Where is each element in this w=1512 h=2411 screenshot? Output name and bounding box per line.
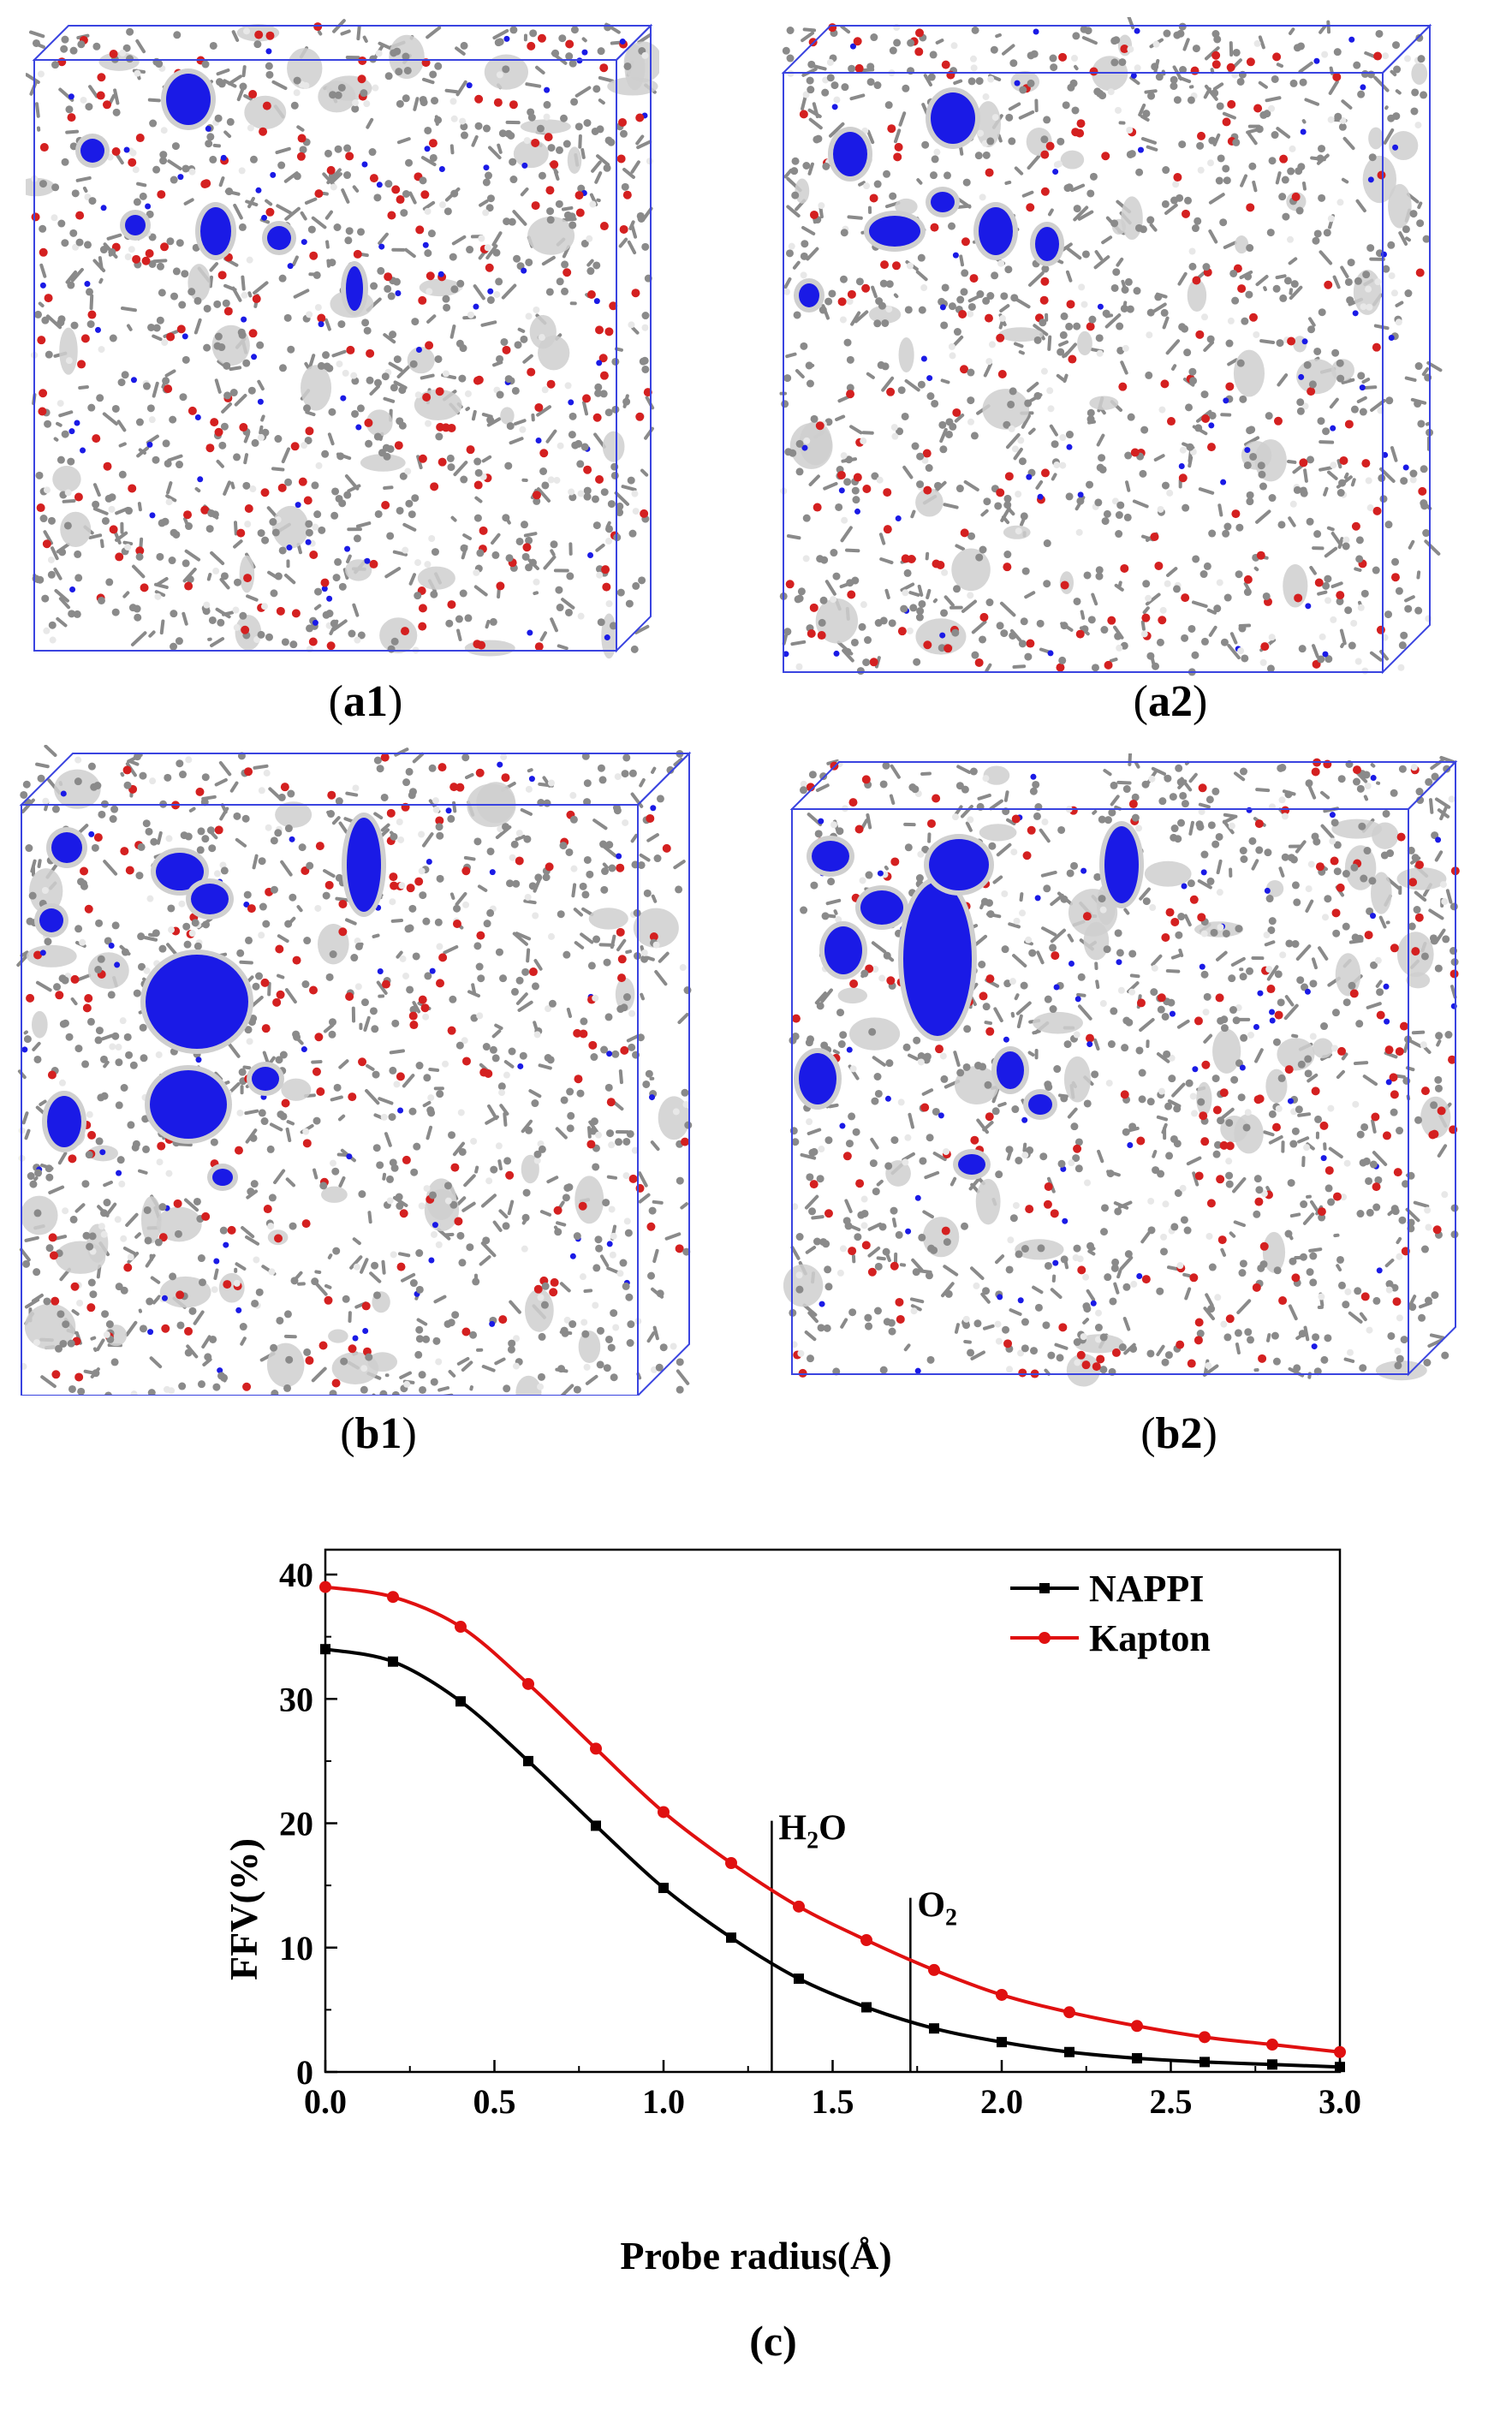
data-point — [658, 1806, 670, 1819]
data-point — [455, 1696, 466, 1707]
y-tick-label: 10 — [279, 1929, 313, 1967]
atom-cloud — [779, 17, 1443, 676]
atom-cloud — [16, 745, 693, 1396]
data-point — [455, 1621, 467, 1634]
series-line-kapton — [324, 1585, 1341, 2054]
x-tick-label: 2.0 — [980, 2082, 1023, 2121]
free-volume-voids — [794, 87, 1064, 313]
free-volume-voids — [794, 821, 1144, 1180]
legend-marker — [1039, 1632, 1051, 1644]
panel-a2 — [775, 17, 1443, 676]
data-point — [523, 1755, 533, 1766]
molecular-box-b2 — [783, 753, 1460, 1387]
molecular-box-a2 — [779, 17, 1443, 676]
x-axis-label: Probe radius(Å) — [620, 2234, 891, 2277]
data-point — [1132, 2053, 1142, 2064]
data-point — [1064, 2046, 1074, 2057]
caption-b2: (b2) — [1140, 1409, 1217, 1458]
x-tick-label: 1.0 — [642, 2082, 685, 2121]
data-point — [590, 1742, 602, 1755]
legend-label: NAPPI — [1089, 1568, 1204, 1610]
x-tick-label: 1.5 — [812, 2082, 854, 2121]
y-tick-label: 30 — [279, 1680, 313, 1718]
data-point — [1335, 2062, 1345, 2073]
data-point — [1131, 2020, 1143, 2033]
data-point — [725, 1857, 737, 1869]
simulation-box — [19, 751, 692, 1396]
chart-caption: (c) — [749, 2317, 797, 2365]
panel-b1 — [13, 745, 706, 1396]
data-point — [996, 1988, 1008, 2001]
y-tick-label: 20 — [279, 1805, 313, 1843]
x-tick-label: 0.5 — [473, 2082, 516, 2121]
atom-cloud — [26, 19, 659, 659]
data-point — [861, 2002, 872, 2013]
x-tick-label: 2.5 — [1150, 2082, 1193, 2121]
data-point — [1199, 2031, 1211, 2044]
data-point — [997, 2037, 1007, 2048]
annotation-label: H2O — [778, 1809, 846, 1854]
ffv-chart: 0.0 0.5 1.0 1.5 2.0 2.5 3.0 0 10 20 30 40 H2O O2 NAP… — [222, 1548, 1361, 2277]
data-point — [320, 1644, 330, 1655]
data-point — [1266, 2039, 1278, 2051]
data-point — [591, 1820, 601, 1831]
y-tick-label: 40 — [279, 1556, 313, 1594]
data-point — [319, 1581, 331, 1593]
free-volume-voids — [75, 68, 368, 316]
data-point — [1063, 2006, 1075, 2019]
series-line-nappi — [324, 1647, 1341, 2069]
caption-b1: (b1) — [340, 1409, 417, 1458]
y-axis-label: FFV(%) — [222, 1838, 265, 1980]
x-tick-label: 0.0 — [304, 2082, 347, 2121]
panel-b2 — [783, 753, 1477, 1387]
simulation-box — [32, 23, 653, 653]
free-volume-voids — [34, 813, 386, 1191]
data-point — [794, 1973, 804, 1985]
caption-a2: (a2) — [1133, 677, 1208, 726]
simulation-box — [781, 23, 1432, 675]
simulation-box — [789, 759, 1458, 1377]
molecular-box-a1 — [26, 19, 659, 659]
caption-a1: (a1) — [328, 677, 403, 726]
x-tick-label: 3.0 — [1319, 2082, 1361, 2121]
data-point — [860, 1934, 872, 1947]
data-point — [387, 1591, 399, 1604]
data-point — [929, 2023, 939, 2034]
data-point — [726, 1932, 736, 1944]
legend-label: Kapton — [1089, 1617, 1211, 1659]
molecular-box-b1 — [16, 745, 693, 1396]
legend-marker — [1039, 1583, 1050, 1593]
y-tick-label: 0 — [296, 2053, 313, 2092]
data-point — [793, 1900, 805, 1913]
data-point — [928, 1963, 940, 1976]
annotation-label: O2 — [917, 1886, 957, 1932]
data-point — [1267, 2059, 1277, 2070]
panel-a1 — [26, 17, 659, 668]
data-point — [522, 1677, 534, 1690]
data-point — [388, 1656, 398, 1667]
data-point — [1334, 2045, 1346, 2058]
data-point — [658, 1883, 669, 1894]
data-point — [1199, 2057, 1210, 2068]
